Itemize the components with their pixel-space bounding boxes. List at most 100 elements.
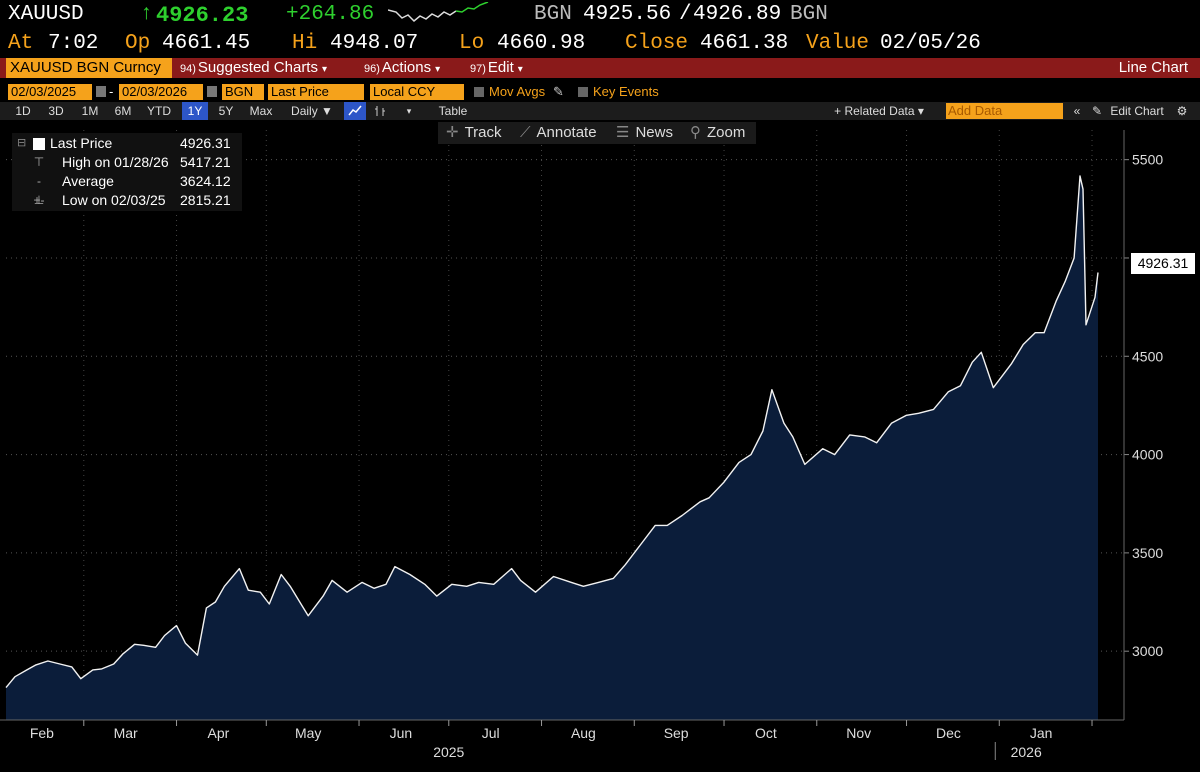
legend-low: ⊥ Low on 02/03/25 2815.21 <box>12 191 242 210</box>
quote-time: 7:02 <box>48 32 99 55</box>
menu-bar: XAUUSD BGN Curncy 94) Suggested Charts ▾ 9… <box>0 58 1200 78</box>
chart-controls: 02/03/2025 - 02/03/2026 BGN Last Price L… <box>0 83 1200 101</box>
line-chart-icon[interactable] <box>344 102 366 120</box>
calendar-icon[interactable] <box>96 86 106 97</box>
track-tool[interactable]: ✛ Track <box>446 122 502 144</box>
currency-select[interactable]: Local CCY <box>370 84 464 100</box>
menu-number: 94) <box>180 63 196 75</box>
pencil-icon[interactable]: ✎ <box>1091 104 1103 118</box>
close-value: 4661.38 <box>700 32 789 55</box>
year-label: 2026 <box>1011 744 1042 760</box>
menu-number: 97) <box>470 63 486 75</box>
menu-label: Edit <box>487 59 514 76</box>
edit-chart-button[interactable]: Edit Chart <box>1110 104 1164 118</box>
last-price: 4926.23 <box>156 3 249 28</box>
x-tick-label: Jan <box>1030 725 1053 741</box>
x-tick-label: Mar <box>114 725 138 741</box>
search-icon: ⚲ <box>690 124 701 141</box>
high-marker-icon: ⊤ <box>33 155 45 169</box>
actions-menu[interactable]: 96) Actions ▾ <box>360 58 444 78</box>
suggested-charts-menu[interactable]: 94) Suggested Charts ▾ <box>176 58 331 78</box>
period-toolbar: 1D 3D 1M 6M YTD 1Y 5Y Max Daily ▼ ▾ Tabl… <box>0 102 1200 120</box>
ask-price: 4926.89 <box>693 3 782 26</box>
ticker: XAUUSD <box>8 3 84 26</box>
legend-average: -+- Average 3624.12 <box>12 172 242 207</box>
legend-value: 4926.31 <box>180 135 231 151</box>
zoom-label: Zoom <box>707 124 746 141</box>
period-tab[interactable]: 1D <box>15 104 31 118</box>
quote-line-2: At 7:02 Op 4661.45 Hi 4948.07 Lo 4660.98… <box>0 30 1200 57</box>
menu-label: Suggested Charts <box>197 59 318 76</box>
mov-avgs-checkbox[interactable] <box>474 87 484 97</box>
chevron-down-icon: ▾ <box>321 64 328 75</box>
high-value: 4948.07 <box>330 32 419 55</box>
last-price-tag: 4926.31 <box>1131 253 1195 274</box>
x-tick-label: Oct <box>755 725 777 741</box>
bid-ask-separator: / <box>679 3 692 26</box>
price-field-select[interactable]: Last Price <box>268 84 364 100</box>
date-dash: - <box>109 84 114 99</box>
table-button[interactable]: Table <box>438 104 468 118</box>
calendar-icon[interactable] <box>207 86 217 97</box>
open-label: Op <box>125 32 151 55</box>
frequency-select[interactable]: Daily ▼ <box>291 104 333 118</box>
mov-avgs-label: Mov Avgs <box>489 84 546 99</box>
period-tab[interactable]: 1M <box>81 104 99 118</box>
net-change: +264.86 <box>286 3 375 26</box>
x-tick-label: Jun <box>390 725 413 741</box>
legend-last-price[interactable]: ⊟ Last Price 4926.31 <box>12 134 242 153</box>
chart-legend: ⊟ Last Price 4926.31 ⊤ High on 01/28/26 … <box>12 133 242 211</box>
period-tab[interactable]: 6M <box>114 104 132 118</box>
series-swatch <box>33 138 45 150</box>
high-label: Hi <box>292 32 318 55</box>
x-tick-label: Dec <box>936 725 961 741</box>
chevron-down-icon[interactable]: ▾ <box>406 106 412 116</box>
collapse-icon[interactable]: « <box>1073 104 1081 118</box>
legend-label: Low on 02/03/25 <box>62 192 166 208</box>
pencil-icon[interactable]: ✎ <box>553 84 564 99</box>
y-tick-label: 4500 <box>1132 348 1163 364</box>
average-marker-icon: -+- <box>33 174 45 207</box>
collapse-icon[interactable]: ⊟ <box>17 137 27 149</box>
quote-line-1: XAUUSD ↑ 4926.23 +264.86 BGN 4925.56 / 4… <box>0 0 1200 30</box>
y-tick-label: 4000 <box>1132 447 1163 463</box>
low-marker-icon: ⊥ <box>33 193 45 207</box>
x-tick-label: Sep <box>664 725 689 741</box>
period-tab[interactable]: 5Y <box>218 104 234 118</box>
legend-label: Last Price <box>50 135 113 151</box>
end-date-input[interactable]: 02/03/2026 <box>119 84 203 100</box>
bar-chart-icon[interactable] <box>370 102 390 120</box>
period-tab-active[interactable]: 1Y <box>182 102 208 120</box>
key-events-checkbox[interactable] <box>578 87 588 97</box>
x-tick-label: Jul <box>482 725 500 741</box>
legend-value: 2815.21 <box>180 192 231 208</box>
low-value: 4660.98 <box>497 32 586 55</box>
add-data-input[interactable]: Add Data <box>946 103 1063 119</box>
value-date: 02/05/26 <box>880 32 981 55</box>
chevron-down-icon: ▾ <box>517 64 523 75</box>
period-tab[interactable]: Max <box>249 104 273 118</box>
news-tool[interactable]: ☰ News <box>616 122 673 144</box>
annotate-tool[interactable]: ⟋ Annotate <box>520 122 597 144</box>
key-events-label: Key Events <box>593 84 659 99</box>
gear-icon[interactable]: ⚙ <box>1176 104 1188 118</box>
x-tick-label: Apr <box>208 725 230 741</box>
up-arrow-icon: ↑ <box>140 3 153 26</box>
low-label: Lo <box>459 32 485 55</box>
zoom-tool[interactable]: ⚲ Zoom <box>690 122 745 144</box>
close-label: Close <box>625 32 689 55</box>
at-label: At <box>8 32 34 55</box>
related-data-button[interactable]: + Related Data ▾ <box>834 104 924 118</box>
source-field[interactable]: BGN <box>222 84 264 100</box>
period-tab[interactable]: 3D <box>48 104 64 118</box>
chart-type-label: Line Chart <box>1118 59 1188 76</box>
annotate-label: Annotate <box>536 124 597 141</box>
news-icon: ☰ <box>616 124 630 141</box>
edit-menu[interactable]: 97) Edit ▾ <box>466 58 527 78</box>
bid-source: BGN <box>534 3 572 26</box>
start-date-input[interactable]: 02/03/2025 <box>8 84 92 100</box>
x-tick-label: May <box>295 725 321 741</box>
security-field[interactable]: XAUUSD BGN Curncy <box>6 58 172 78</box>
period-tab[interactable]: YTD <box>147 104 171 118</box>
